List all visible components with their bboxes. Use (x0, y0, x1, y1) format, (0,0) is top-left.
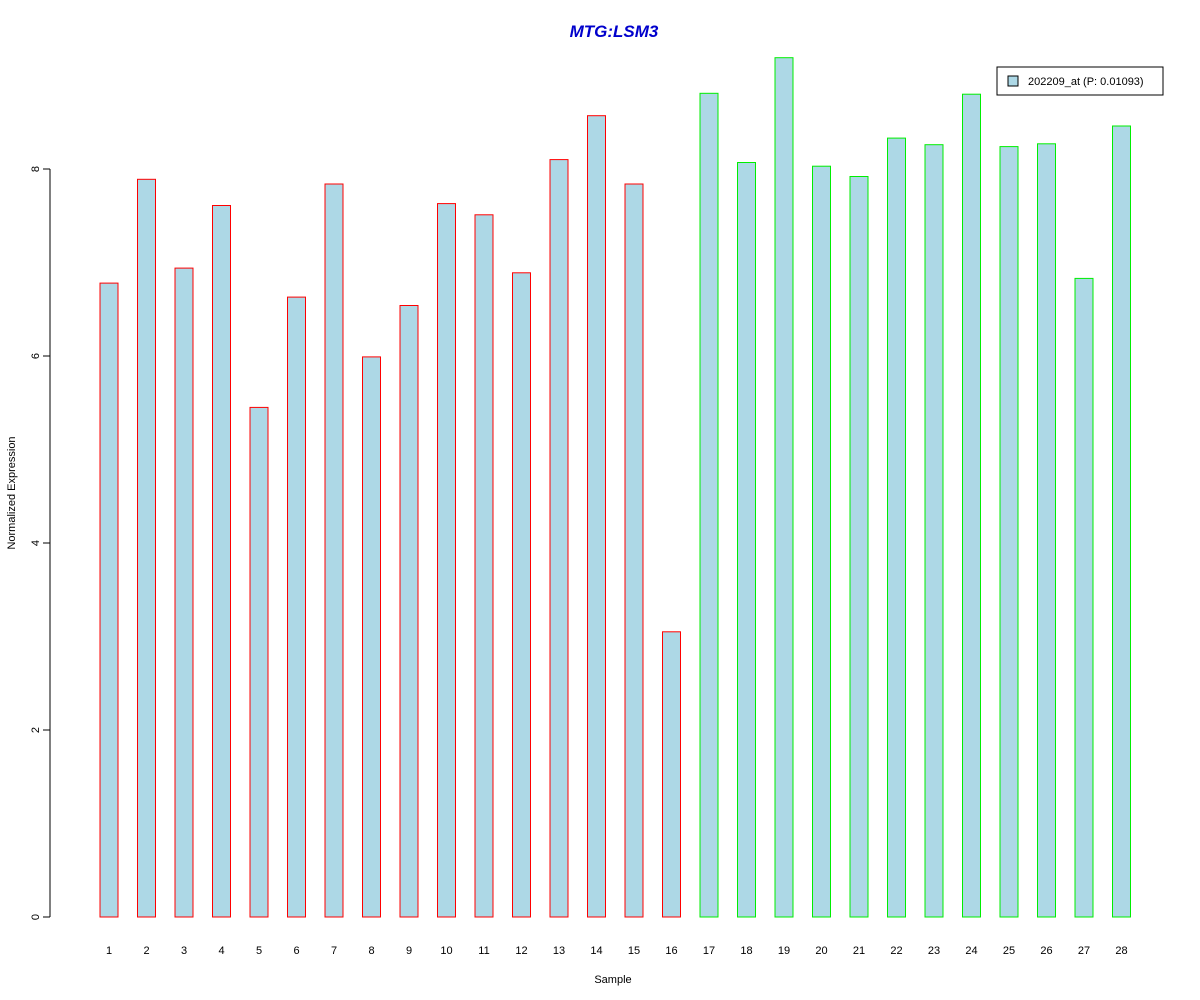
x-tick-label: 17 (703, 945, 715, 957)
x-tick-labels: 1 2 3 4 5 6 7 8 9 10 11 12 13 14 15 16 17 18 19 20 21 22 23 24 2… (106, 945, 1128, 957)
x-tick-label: 9 (406, 945, 412, 957)
x-tick-label: 3 (181, 945, 187, 957)
bar-sample-24 (962, 93, 981, 918)
legend-box (996, 66, 1164, 96)
bar-sample-9 (399, 305, 419, 918)
bar-sample-2 (137, 178, 156, 918)
bar-sample-15 (624, 183, 644, 918)
bar-sample-3 (174, 267, 194, 918)
bar-sample-21 (849, 176, 869, 918)
bar-sample-11 (474, 214, 494, 918)
bar-sample-28 (1112, 125, 1131, 918)
x-tick-label: 19 (778, 945, 790, 957)
x-tick-label: 23 (928, 945, 940, 957)
x-tick-label: 7 (331, 945, 337, 957)
bars-group (99, 57, 1131, 918)
bar-sample-17 (699, 92, 719, 918)
bar-sample-14 (587, 115, 606, 918)
x-tick-label: 16 (665, 945, 677, 957)
x-tick-label: 8 (368, 945, 374, 957)
x-axis-label: Sample (594, 974, 631, 986)
y-axis: 0 2 4 6 8 (30, 166, 51, 920)
y-tick-label: 2 (30, 727, 42, 733)
bar-sample-25 (999, 146, 1019, 918)
y-tick-label: 6 (30, 353, 42, 359)
x-tick-label: 28 (1115, 945, 1127, 957)
bar-sample-4 (212, 205, 231, 918)
bar-sample-19 (774, 57, 794, 918)
x-tick-label: 20 (815, 945, 827, 957)
y-tick-label: 0 (30, 914, 42, 920)
chart-title: MTG:LSM3 (570, 22, 659, 41)
bar-sample-20 (812, 165, 831, 918)
x-tick-label: 27 (1078, 945, 1090, 957)
bar-sample-8 (362, 356, 381, 918)
y-tick-label: 4 (30, 540, 42, 546)
bar-sample-16 (662, 631, 681, 918)
x-tick-label: 14 (590, 945, 602, 957)
bar-sample-22 (887, 137, 906, 918)
bar-sample-13 (549, 159, 569, 918)
x-tick-label: 26 (1040, 945, 1052, 957)
y-axis-label: Normalized Expression (6, 436, 18, 549)
x-tick-label: 21 (853, 945, 865, 957)
x-tick-label: 10 (440, 945, 452, 957)
x-tick-label: 18 (740, 945, 752, 957)
bar-sample-7 (324, 183, 344, 918)
bar-sample-1 (99, 282, 119, 918)
bar-sample-23 (924, 144, 944, 918)
legend: 202209_at (P: 0.01093) (996, 66, 1164, 96)
x-tick-label: 2 (143, 945, 149, 957)
y-tick-label: 8 (30, 166, 42, 172)
bar-sample-27 (1074, 277, 1094, 918)
legend-swatch (1007, 75, 1019, 87)
bar-sample-26 (1037, 143, 1056, 918)
x-tick-label: 15 (628, 945, 640, 957)
x-tick-label: 24 (965, 945, 977, 957)
x-tick-label: 11 (478, 945, 489, 957)
x-tick-label: 5 (256, 945, 262, 957)
x-tick-label: 1 (106, 945, 112, 957)
bar-sample-6 (287, 296, 306, 918)
x-tick-label: 4 (218, 945, 224, 957)
bar-sample-12 (512, 272, 531, 918)
x-tick-label: 6 (293, 945, 299, 957)
bar-sample-10 (437, 203, 456, 918)
bar-sample-5 (249, 406, 269, 918)
bar-sample-18 (737, 162, 756, 918)
x-tick-label: 13 (553, 945, 565, 957)
x-tick-label: 12 (515, 945, 527, 957)
legend-label: 202209_at (P: 0.01093) (1028, 76, 1144, 88)
x-tick-label: 22 (890, 945, 902, 957)
x-tick-label: 25 (1003, 945, 1015, 957)
